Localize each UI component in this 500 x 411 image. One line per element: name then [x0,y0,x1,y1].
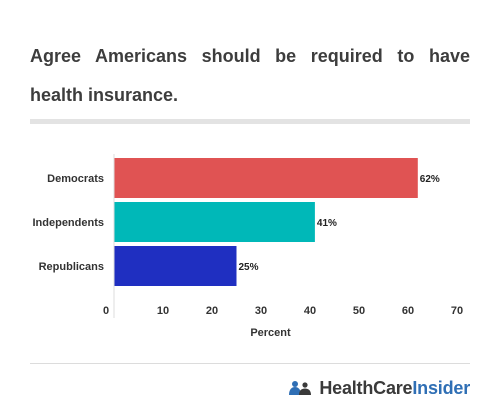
x-tick-30: 30 [255,305,267,317]
title-divider [30,119,470,124]
x-tick-70: 70 [451,305,463,317]
x-ticks-group: 0 10 20 30 40 50 60 70 [103,305,463,317]
brand-name-part2: Insider [412,377,470,398]
category-label-republicans: Republicans [39,261,104,273]
x-tick-40: 40 [304,305,316,317]
x-tick-50: 50 [353,305,365,317]
value-label-democrats: 62% [420,174,440,185]
x-tick-0: 0 [103,305,109,317]
x-tick-20: 20 [206,305,218,317]
category-label-independents: Independents [32,217,104,229]
bars-group [114,158,418,286]
bar-republicans [114,246,237,286]
people-icon [289,381,312,395]
category-label-democrats: Democrats [47,173,104,185]
value-label-republicans: 25% [239,262,259,273]
brand-name-part1: HealthCare [319,377,413,398]
value-labels-group: 62% 41% 25% [239,174,440,273]
x-axis-label: Percent [250,327,291,339]
value-label-independents: 41% [317,218,337,229]
footer-divider [30,363,470,364]
bar-democrats [114,158,418,198]
bar-independents [114,202,315,242]
x-tick-60: 60 [402,305,414,317]
x-tick-10: 10 [157,305,169,317]
brand-name: HealthCareInsider [319,378,470,399]
bar-chart: Democrats Independents Republicans 62% 41% 2… [32,154,463,339]
chart-title: Agree Americans should be required to ha… [30,46,470,105]
brand-logo: HealthCareInsider [289,376,470,400]
category-labels-group: Democrats Independents Republicans [32,173,104,273]
